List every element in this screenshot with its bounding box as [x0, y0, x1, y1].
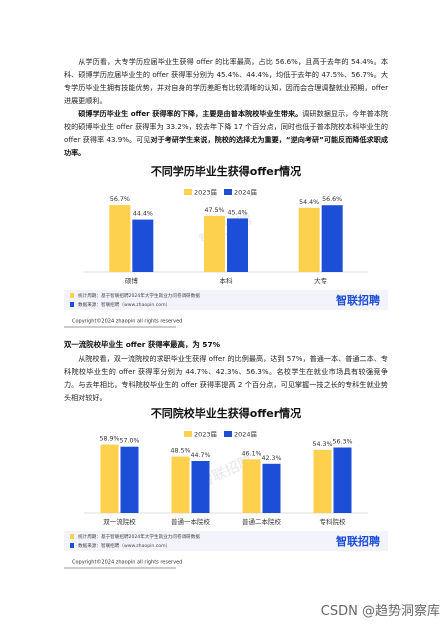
- value-label: 42.3%: [261, 455, 281, 462]
- chart-title: 不同学历毕业生获得offer情况: [151, 164, 301, 178]
- bar: [109, 205, 131, 272]
- legend-swatch: [224, 431, 232, 437]
- copyright: Copyright©2024 zhaopin all rights reserv…: [72, 318, 182, 325]
- footer-note: 统计周期：基于智联招聘2024年大学生就业力问卷调研数据: [78, 533, 200, 540]
- bar: [120, 446, 139, 513]
- note-marker: [70, 302, 74, 307]
- bar: [313, 449, 332, 513]
- value-label: 48.5%: [170, 448, 190, 455]
- section-heading: 双一流院校毕业生 offer 获得率最高，为 57%: [64, 340, 220, 349]
- logo: 智联招聘: [336, 293, 380, 307]
- value-label: 57.0%: [119, 438, 139, 445]
- text-run: 对于考研学生来说，院校的选择尤为重要，“逆向考研”可能反而降低求职成功率。: [64, 135, 388, 157]
- chart-title: 不同院校毕业生获得offer情况: [151, 406, 301, 420]
- legend-label: 2023届: [194, 431, 217, 439]
- value-label: 56.7%: [110, 196, 130, 203]
- paragraph: 从学历看，大专学历应届毕业生获得 offer 的比率最高，占比 56.6%，且高…: [64, 55, 388, 107]
- note-marker: [70, 534, 74, 539]
- x-tick-label: 本科: [220, 276, 234, 285]
- watermark: CSDN @趋势洞察库: [320, 604, 440, 619]
- value-label: 46.1%: [241, 450, 261, 457]
- text-run: 调研数据显示，今年普本院校的硕博毕业生 offer 获得率为 33.2%，较去年…: [64, 109, 388, 144]
- legend-swatch: [224, 189, 232, 195]
- x-tick-label: 专科院校: [320, 517, 347, 526]
- footer-note: 统计周期：基于智联招聘2024年大学生就业力问卷调研数据: [78, 292, 200, 299]
- x-tick-label: 普通一本院校: [171, 517, 211, 526]
- bar: [298, 207, 320, 272]
- footer-note: 数据来源：智联招聘（www.zhaopin.com）: [78, 301, 170, 308]
- copyright: Copyright©2024 zhaopin all rights reserv…: [72, 559, 182, 566]
- value-label: 47.5%: [204, 207, 224, 214]
- footer-bg: [64, 531, 388, 551]
- legend-label: 2024届: [234, 431, 257, 439]
- legend-swatch: [184, 431, 192, 437]
- bar: [171, 456, 190, 513]
- bar: [321, 205, 343, 272]
- x-tick-label: 普通二本院校: [242, 517, 282, 526]
- note-marker: [70, 293, 74, 298]
- bar: [242, 459, 261, 513]
- legend-label: 2024届: [234, 189, 257, 197]
- bar: [333, 447, 352, 513]
- legend-label: 2023届: [194, 189, 217, 197]
- value-label: 44.4%: [133, 211, 153, 218]
- value-label: 56.3%: [332, 439, 352, 446]
- bar: [227, 218, 248, 272]
- bar: [204, 215, 225, 272]
- value-label: 58.9%: [99, 435, 119, 442]
- note-marker: [70, 543, 74, 548]
- value-label: 56.6%: [322, 196, 342, 203]
- x-tick-label: 硕博: [125, 276, 139, 285]
- x-tick-label: 双一流院校: [103, 517, 136, 526]
- paragraph: 从院校看，双一流院校的求职毕业生获得 offer 的比例最高，达到 57%，普通…: [64, 352, 388, 404]
- footer-bg: [64, 290, 388, 310]
- value-label: 54.4%: [299, 199, 319, 206]
- bar: [191, 461, 210, 513]
- legend-swatch: [184, 189, 192, 195]
- value-label: 54.3%: [312, 441, 332, 448]
- footer-note: 数据来源：智联招聘（www.zhaopin.com）: [78, 542, 170, 549]
- bar: [132, 219, 154, 272]
- text-run: 从院校看，双一流院校的求职毕业生获得 offer 的比例最高，达到 57%，普通…: [64, 354, 388, 402]
- paragraph: 硕博学历毕业生 offer 获得率的下降，主要是由普本院校毕业生带来。调研数据显…: [64, 107, 388, 159]
- text-run: 从学历看，大专学历应届毕业生获得 offer 的比率最高，占比 56.6%，且高…: [64, 57, 388, 105]
- bar: [100, 444, 119, 513]
- x-tick-label: 大专: [314, 276, 328, 285]
- bar: [262, 463, 281, 513]
- logo: 智联招聘: [336, 534, 380, 548]
- value-label: 44.7%: [190, 452, 210, 459]
- value-label: 45.4%: [227, 209, 247, 216]
- text-run: 硕博学历毕业生 offer 获得率的下降，主要是由普本院校毕业生带来。: [78, 109, 303, 118]
